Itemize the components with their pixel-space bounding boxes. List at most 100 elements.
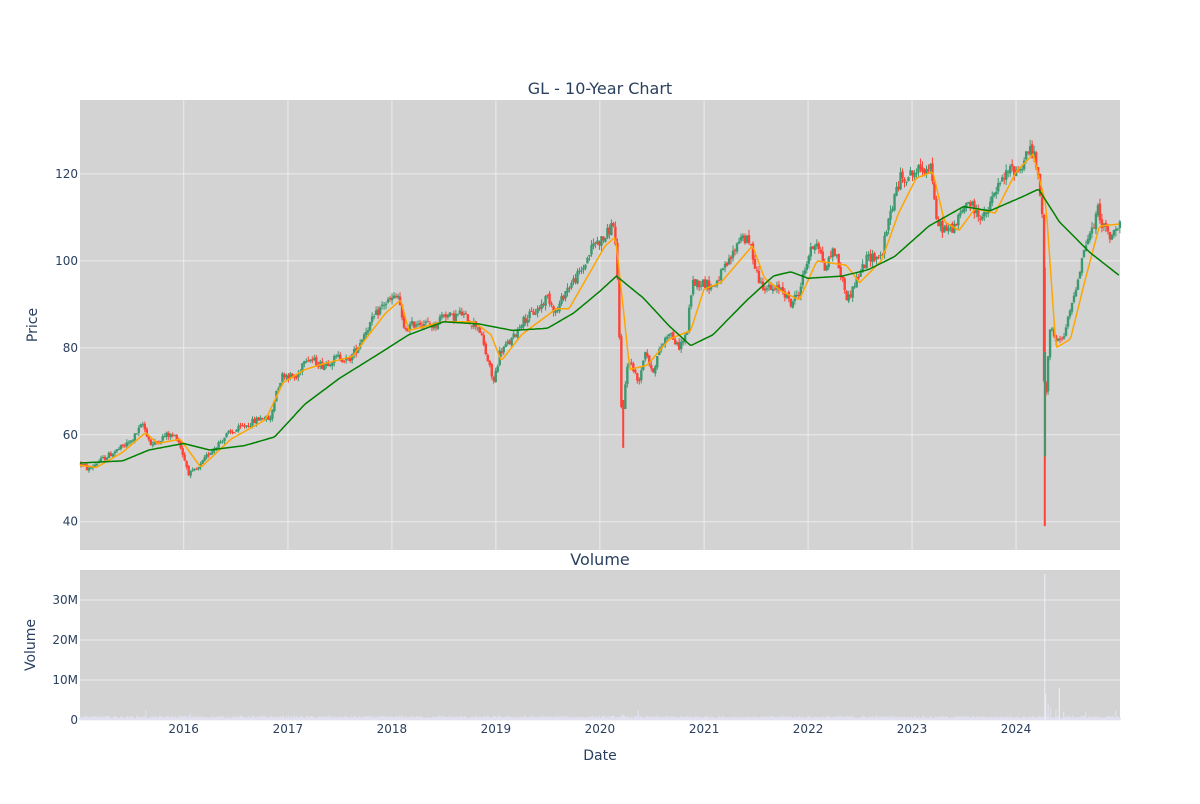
volume-bar: [350, 715, 352, 720]
volume-bar: [942, 716, 944, 720]
candle-body: [819, 249, 822, 253]
volume-bar: [375, 717, 377, 720]
volume-bar: [792, 717, 794, 720]
volume-bar: [181, 716, 183, 720]
volume-bar: [1062, 717, 1064, 720]
volume-bar: [687, 716, 690, 720]
volume-bar: [377, 717, 379, 720]
volume-bar: [403, 718, 405, 720]
volume-bar: [854, 717, 856, 720]
volume-bar: [305, 716, 308, 720]
volume-bar: [128, 717, 130, 720]
volume-bar: [958, 716, 960, 720]
volume-bar: [280, 716, 282, 720]
candle-body: [1062, 336, 1066, 339]
volume-bar: [295, 716, 297, 720]
volume-bar: [435, 718, 437, 720]
volume-bar: [452, 717, 455, 720]
volume-bar: [520, 717, 522, 720]
volume-bar: [501, 716, 503, 720]
candle-body: [865, 255, 868, 269]
volume-bar: [769, 717, 771, 720]
volume-bar: [751, 718, 754, 720]
volume-bar: [910, 717, 912, 720]
volume-bar: [298, 717, 300, 720]
volume-bar: [261, 716, 263, 720]
volume-bar: [660, 718, 662, 720]
volume-bar: [791, 716, 793, 720]
candle-body: [677, 342, 681, 350]
candle-body: [885, 231, 888, 237]
volume-bar: [647, 716, 649, 720]
volume-bar: [448, 715, 450, 720]
volume-bar: [734, 716, 737, 720]
volume-bar: [673, 717, 675, 720]
volume-bar: [869, 716, 871, 720]
candle-body: [420, 325, 424, 328]
volume-bar: [631, 715, 633, 720]
candle-body: [769, 285, 773, 290]
candle-body: [524, 318, 527, 323]
volume-bar: [317, 717, 320, 720]
volume-bar: [1112, 716, 1114, 720]
candle-body: [418, 322, 422, 325]
candle-body: [923, 169, 926, 174]
volume-bar: [158, 717, 160, 720]
volume-bar: [434, 716, 437, 720]
candle-body: [123, 445, 127, 447]
volume-bar: [659, 717, 661, 720]
candle-body: [590, 245, 593, 255]
candle-body: [903, 178, 906, 182]
volume-bar: [367, 717, 369, 720]
candle-body: [781, 286, 785, 292]
volume-bar: [530, 715, 532, 720]
volume-bar: [805, 716, 807, 720]
volume-bar: [581, 717, 584, 720]
volume-bar: [1088, 715, 1090, 720]
volume-bar: [329, 716, 331, 720]
candle-body: [861, 264, 864, 273]
volume-bar: [585, 718, 587, 720]
volume-bar: [533, 716, 535, 720]
volume-bar: [766, 716, 768, 720]
volume-bar: [139, 716, 141, 720]
candle-body: [755, 269, 759, 271]
volume-bar: [547, 716, 549, 720]
candle-body: [378, 307, 382, 315]
volume-bar: [305, 717, 307, 720]
candle-body: [111, 454, 115, 457]
candle-body: [390, 297, 394, 301]
volume-bar: [328, 715, 330, 720]
volume-bar: [161, 717, 163, 720]
volume-bar: [575, 716, 578, 720]
volume-bar: [674, 716, 676, 720]
candle-body: [558, 303, 561, 312]
volume-bar: [499, 716, 502, 720]
volume-bar: [355, 717, 357, 720]
volume-bar: [574, 717, 576, 720]
volume-bar: [493, 716, 495, 720]
volume-bar: [804, 717, 806, 720]
candle-body: [981, 216, 984, 220]
volume-bar: [159, 716, 161, 720]
volume-bar: [621, 716, 623, 720]
volume-bar: [920, 718, 922, 720]
candle-body: [1112, 230, 1116, 236]
candle-body: [975, 210, 978, 213]
volume-bar: [773, 717, 775, 720]
volume-bars-group: [79, 574, 1121, 720]
volume-bar: [145, 710, 147, 720]
volume-bar: [582, 717, 584, 720]
volume-bar: [122, 718, 125, 720]
volume-bar: [982, 715, 984, 720]
volume-bar: [529, 718, 531, 720]
volume-bar: [767, 715, 769, 720]
volume-bar: [803, 718, 805, 720]
volume-bar: [168, 716, 170, 720]
candle-body: [109, 453, 113, 457]
volume-bar: [446, 717, 449, 720]
volume-bar: [975, 716, 978, 720]
volume-bar: [498, 715, 500, 720]
volume-bar: [352, 717, 354, 720]
volume-bar: [563, 718, 566, 720]
